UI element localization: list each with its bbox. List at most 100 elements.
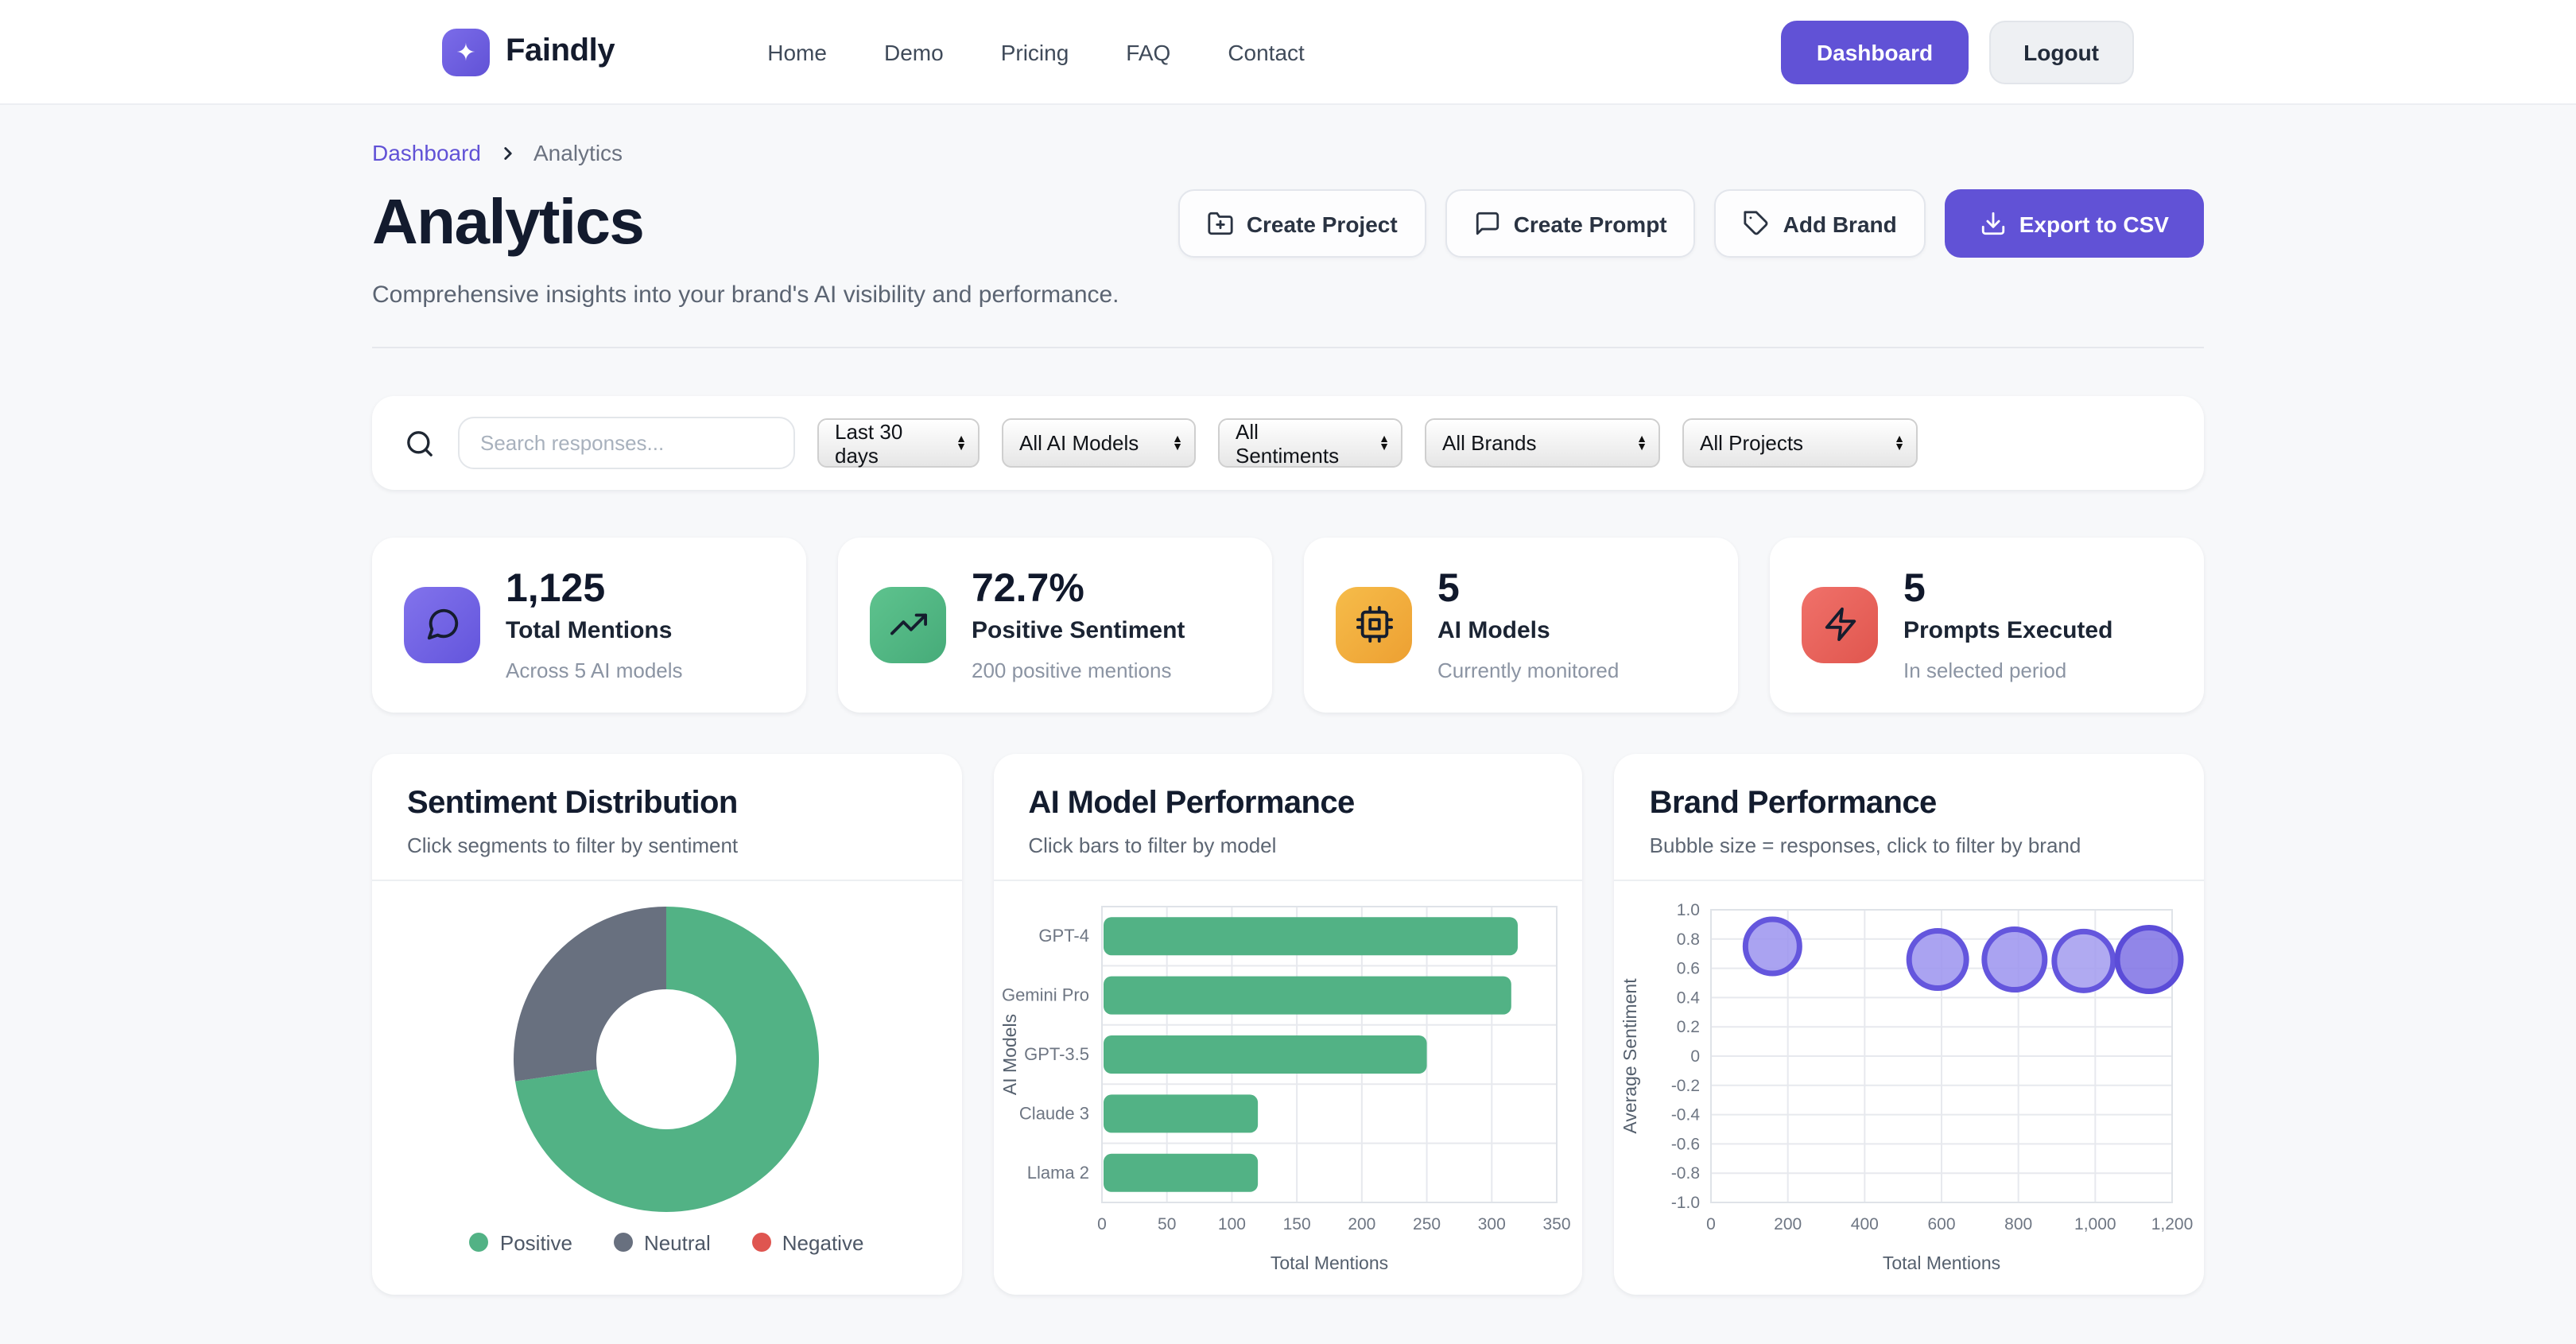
chart-title: AI Model Performance [1028, 785, 1355, 820]
stat-value: 72.7% [972, 566, 1084, 611]
stat-value: 5 [1903, 566, 1926, 611]
brands-select[interactable]: All Brands ▲ ▼ [1425, 418, 1660, 468]
svg-text:-0.2: -0.2 [1670, 1076, 1699, 1094]
svg-text:0: 0 [1097, 1214, 1107, 1233]
svg-text:250: 250 [1413, 1214, 1441, 1233]
page-subtitle: Comprehensive insights into your brand's… [372, 282, 1119, 309]
add-brand-button[interactable]: Add Brand [1714, 189, 1926, 258]
search-icon [404, 427, 436, 459]
brand-logo[interactable]: ✦ Faindly [442, 28, 615, 76]
svg-text:0: 0 [1690, 1047, 1700, 1065]
svg-text:50: 50 [1158, 1214, 1176, 1233]
date-range-select[interactable]: Last 30 days ▲ ▼ [817, 418, 980, 468]
export-csv-button[interactable]: Export to CSV [1944, 189, 2204, 258]
projects-select[interactable]: All Projects ▲ ▼ [1682, 418, 1918, 468]
svg-text:Average Sentiment: Average Sentiment [1619, 977, 1639, 1133]
svg-text:350: 350 [1542, 1214, 1570, 1233]
select-arrows-icon: ▲ ▼ [1172, 433, 1183, 453]
main-nav: Home Demo Pricing FAQ Contact [767, 39, 1305, 64]
svg-text:Total Mentions: Total Mentions [1271, 1252, 1388, 1272]
stat-cards-row: 1,125 Total Mentions Across 5 AI models … [372, 538, 2204, 712]
svg-text:Claude 3: Claude 3 [1019, 1102, 1089, 1122]
breadcrumb: Dashboard Analytics [372, 140, 2204, 165]
section-divider [372, 347, 2204, 348]
page-title: Analytics [372, 188, 645, 258]
export-csv-label: Export to CSV [2019, 211, 2169, 236]
svg-text:800: 800 [2004, 1214, 2031, 1233]
ai-model-performance-card: AI Model Performance Click bars to filte… [993, 753, 1583, 1294]
legend-item-negative: Negative [751, 1230, 863, 1254]
legend-dot-icon [751, 1233, 771, 1252]
logout-button[interactable]: Logout [1988, 20, 2134, 84]
filters-bar: Last 30 days ▲▼ All AI Models ▲▼ All Sen… [372, 396, 2204, 490]
svg-text:0.4: 0.4 [1676, 988, 1700, 1006]
chart-subtitle: Click bars to filter by model [1028, 833, 1277, 857]
breadcrumb-dashboard-link[interactable]: Dashboard [372, 140, 481, 165]
date-range-value: Last 30 days [835, 419, 903, 467]
sentiments-select[interactable]: All Sentiments ▲ ▼ [1218, 418, 1402, 468]
nav-item-contact[interactable]: Contact [1228, 39, 1305, 64]
model-bar-chart[interactable]: 0 50 100 150 200 250 300 350 GPT-4 Gemini Pro GPT-… [994, 887, 1582, 1294]
create-project-button[interactable]: Create Project [1177, 189, 1426, 258]
svg-text:1,200: 1,200 [2151, 1214, 2193, 1233]
ai-models-select[interactable]: All AI Models ▲ ▼ [1002, 418, 1196, 468]
create-project-label: Create Project [1246, 211, 1398, 236]
stat-caption: Currently monitored [1437, 658, 1620, 682]
stat-label: Total Mentions [506, 616, 673, 643]
nav-item-home[interactable]: Home [767, 39, 827, 64]
chart-subtitle: Bubble size = responses, click to filter… [1649, 833, 2081, 857]
legend-dot-icon [469, 1233, 489, 1252]
svg-text:GPT-3.5: GPT-3.5 [1024, 1043, 1089, 1063]
brand-name: Faindly [506, 33, 615, 68]
select-arrows-icon: ▲ ▼ [1894, 433, 1905, 453]
stat-card-positive-sentiment: 72.7% Positive Sentiment 200 positive me… [838, 538, 1272, 712]
folder-plus-icon [1207, 210, 1234, 237]
svg-text:0.6: 0.6 [1676, 959, 1699, 977]
stat-card-total-mentions: 1,125 Total Mentions Across 5 AI models [372, 538, 806, 712]
svg-text:GPT-4: GPT-4 [1038, 925, 1089, 945]
create-prompt-button[interactable]: Create Prompt [1445, 189, 1696, 258]
stat-label: Prompts Executed [1903, 616, 2113, 643]
nav-item-pricing[interactable]: Pricing [1000, 39, 1069, 64]
svg-text:Llama 2: Llama 2 [1027, 1162, 1089, 1182]
svg-text:200: 200 [1773, 1214, 1801, 1233]
sentiment-distribution-card: Sentiment Distribution Click segments to… [372, 753, 962, 1294]
svg-text:0.2: 0.2 [1676, 1017, 1699, 1035]
stat-caption: In selected period [1903, 658, 2067, 682]
top-navbar: ✦ Faindly Home Demo Pricing FAQ Contact … [0, 0, 2576, 105]
svg-text:300: 300 [1478, 1214, 1506, 1233]
svg-text:AI Models: AI Models [999, 1013, 1020, 1094]
select-arrows-icon: ▲ ▼ [1379, 433, 1390, 453]
breadcrumb-current: Analytics [533, 140, 623, 165]
svg-text:100: 100 [1218, 1214, 1246, 1233]
projects-value: All Projects [1700, 431, 1804, 455]
brand-performance-card: Brand Performance Bubble size = response… [1614, 753, 2204, 1294]
svg-text:Gemini Pro: Gemini Pro [1002, 985, 1089, 1004]
page-actions: Create Project Create Prompt Add Brand [1177, 189, 2204, 258]
nav-item-demo[interactable]: Demo [883, 39, 944, 64]
chart-title: Brand Performance [1649, 785, 1938, 820]
chart-title: Sentiment Distribution [407, 785, 738, 820]
chart-subtitle: Click segments to filter by sentiment [407, 833, 739, 857]
sentiment-donut-chart[interactable] [386, 887, 949, 1227]
stat-card-prompts-executed: 5 Prompts Executed In selected period [1770, 538, 2204, 712]
ai-models-value: All AI Models [1019, 431, 1139, 455]
faindly-logo-icon: ✦ [442, 28, 490, 76]
nav-item-faq[interactable]: FAQ [1126, 39, 1171, 64]
svg-text:1,000: 1,000 [2074, 1214, 2116, 1233]
select-arrows-icon: ▲ ▼ [956, 433, 967, 453]
brand-bubble-chart[interactable]: 1.0 0.8 0.6 0.4 0.2 0 -0.2 -0.4 -0.6 -0.8 -1.0 0 200… [1615, 887, 2203, 1294]
search-input[interactable] [458, 417, 795, 469]
lightning-bolt-icon [1802, 586, 1878, 663]
sentiments-value: All Sentiments [1236, 419, 1340, 467]
svg-text:-1.0: -1.0 [1670, 1193, 1699, 1211]
svg-text:-0.6: -0.6 [1670, 1134, 1699, 1152]
stat-label: AI Models [1437, 616, 1550, 643]
trending-up-icon [870, 586, 946, 663]
download-icon [1980, 210, 2007, 237]
legend-item-neutral: Neutral [613, 1230, 711, 1254]
stat-caption: 200 positive mentions [972, 658, 1172, 682]
dashboard-button[interactable]: Dashboard [1781, 20, 1969, 84]
svg-text:600: 600 [1927, 1214, 1955, 1233]
svg-text:-0.4: -0.4 [1670, 1105, 1700, 1124]
